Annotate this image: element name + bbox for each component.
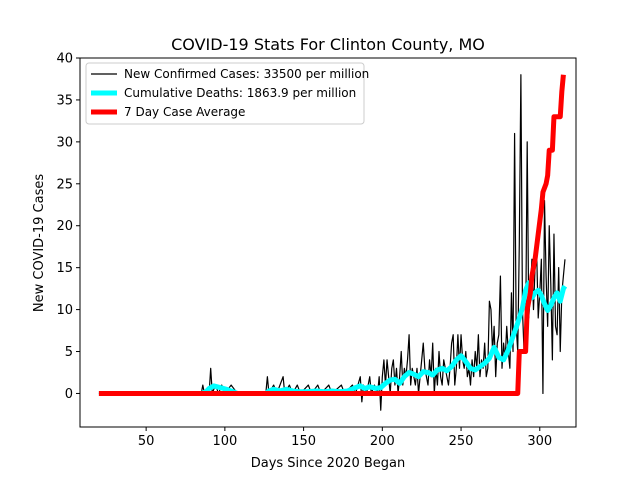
y-tick-label: 20 (56, 219, 73, 234)
x-tick-label: 50 (138, 434, 155, 449)
y-tick-label: 30 (56, 135, 73, 150)
legend-label-7-day-average: 7 Day Case Average (124, 105, 245, 119)
y-axis: 0 5 10 15 20 25 30 35 40 (56, 52, 80, 402)
x-tick-label: 150 (291, 434, 316, 449)
y-tick-label: 0 (65, 387, 73, 402)
x-axis-label: Days Since 2020 Began (251, 456, 406, 471)
plot-frame (79, 57, 577, 428)
y-axis-label: New COVID-19 Cases (32, 174, 47, 312)
legend-box (85, 62, 365, 125)
y-tick-label: 10 (56, 303, 73, 318)
y-tick-label: 15 (56, 261, 73, 276)
series-layer (98, 74, 568, 411)
legend-label-new-cases: New Confirmed Cases: 33500 per million (124, 67, 369, 81)
y-tick-label: 5 (65, 345, 73, 360)
x-axis: 50 100 150 200 250 300 (138, 427, 552, 449)
x-tick-label: 250 (449, 434, 474, 449)
x-tick-label: 100 (212, 434, 237, 449)
x-tick-label: 300 (527, 434, 552, 449)
x-tick-label: 200 (370, 434, 395, 449)
series-line-7-day-average (98, 74, 566, 396)
chart-title: COVID-19 Stats For Clinton County, MO (171, 35, 485, 54)
y-tick-label: 35 (56, 93, 73, 108)
y-tick-label: 40 (56, 52, 73, 67)
legend-label-cumulative-deaths: Cumulative Deaths: 1863.9 per million (124, 86, 356, 100)
y-tick-label: 25 (56, 177, 73, 192)
legend: New Confirmed Cases: 33500 per million C… (85, 62, 369, 125)
